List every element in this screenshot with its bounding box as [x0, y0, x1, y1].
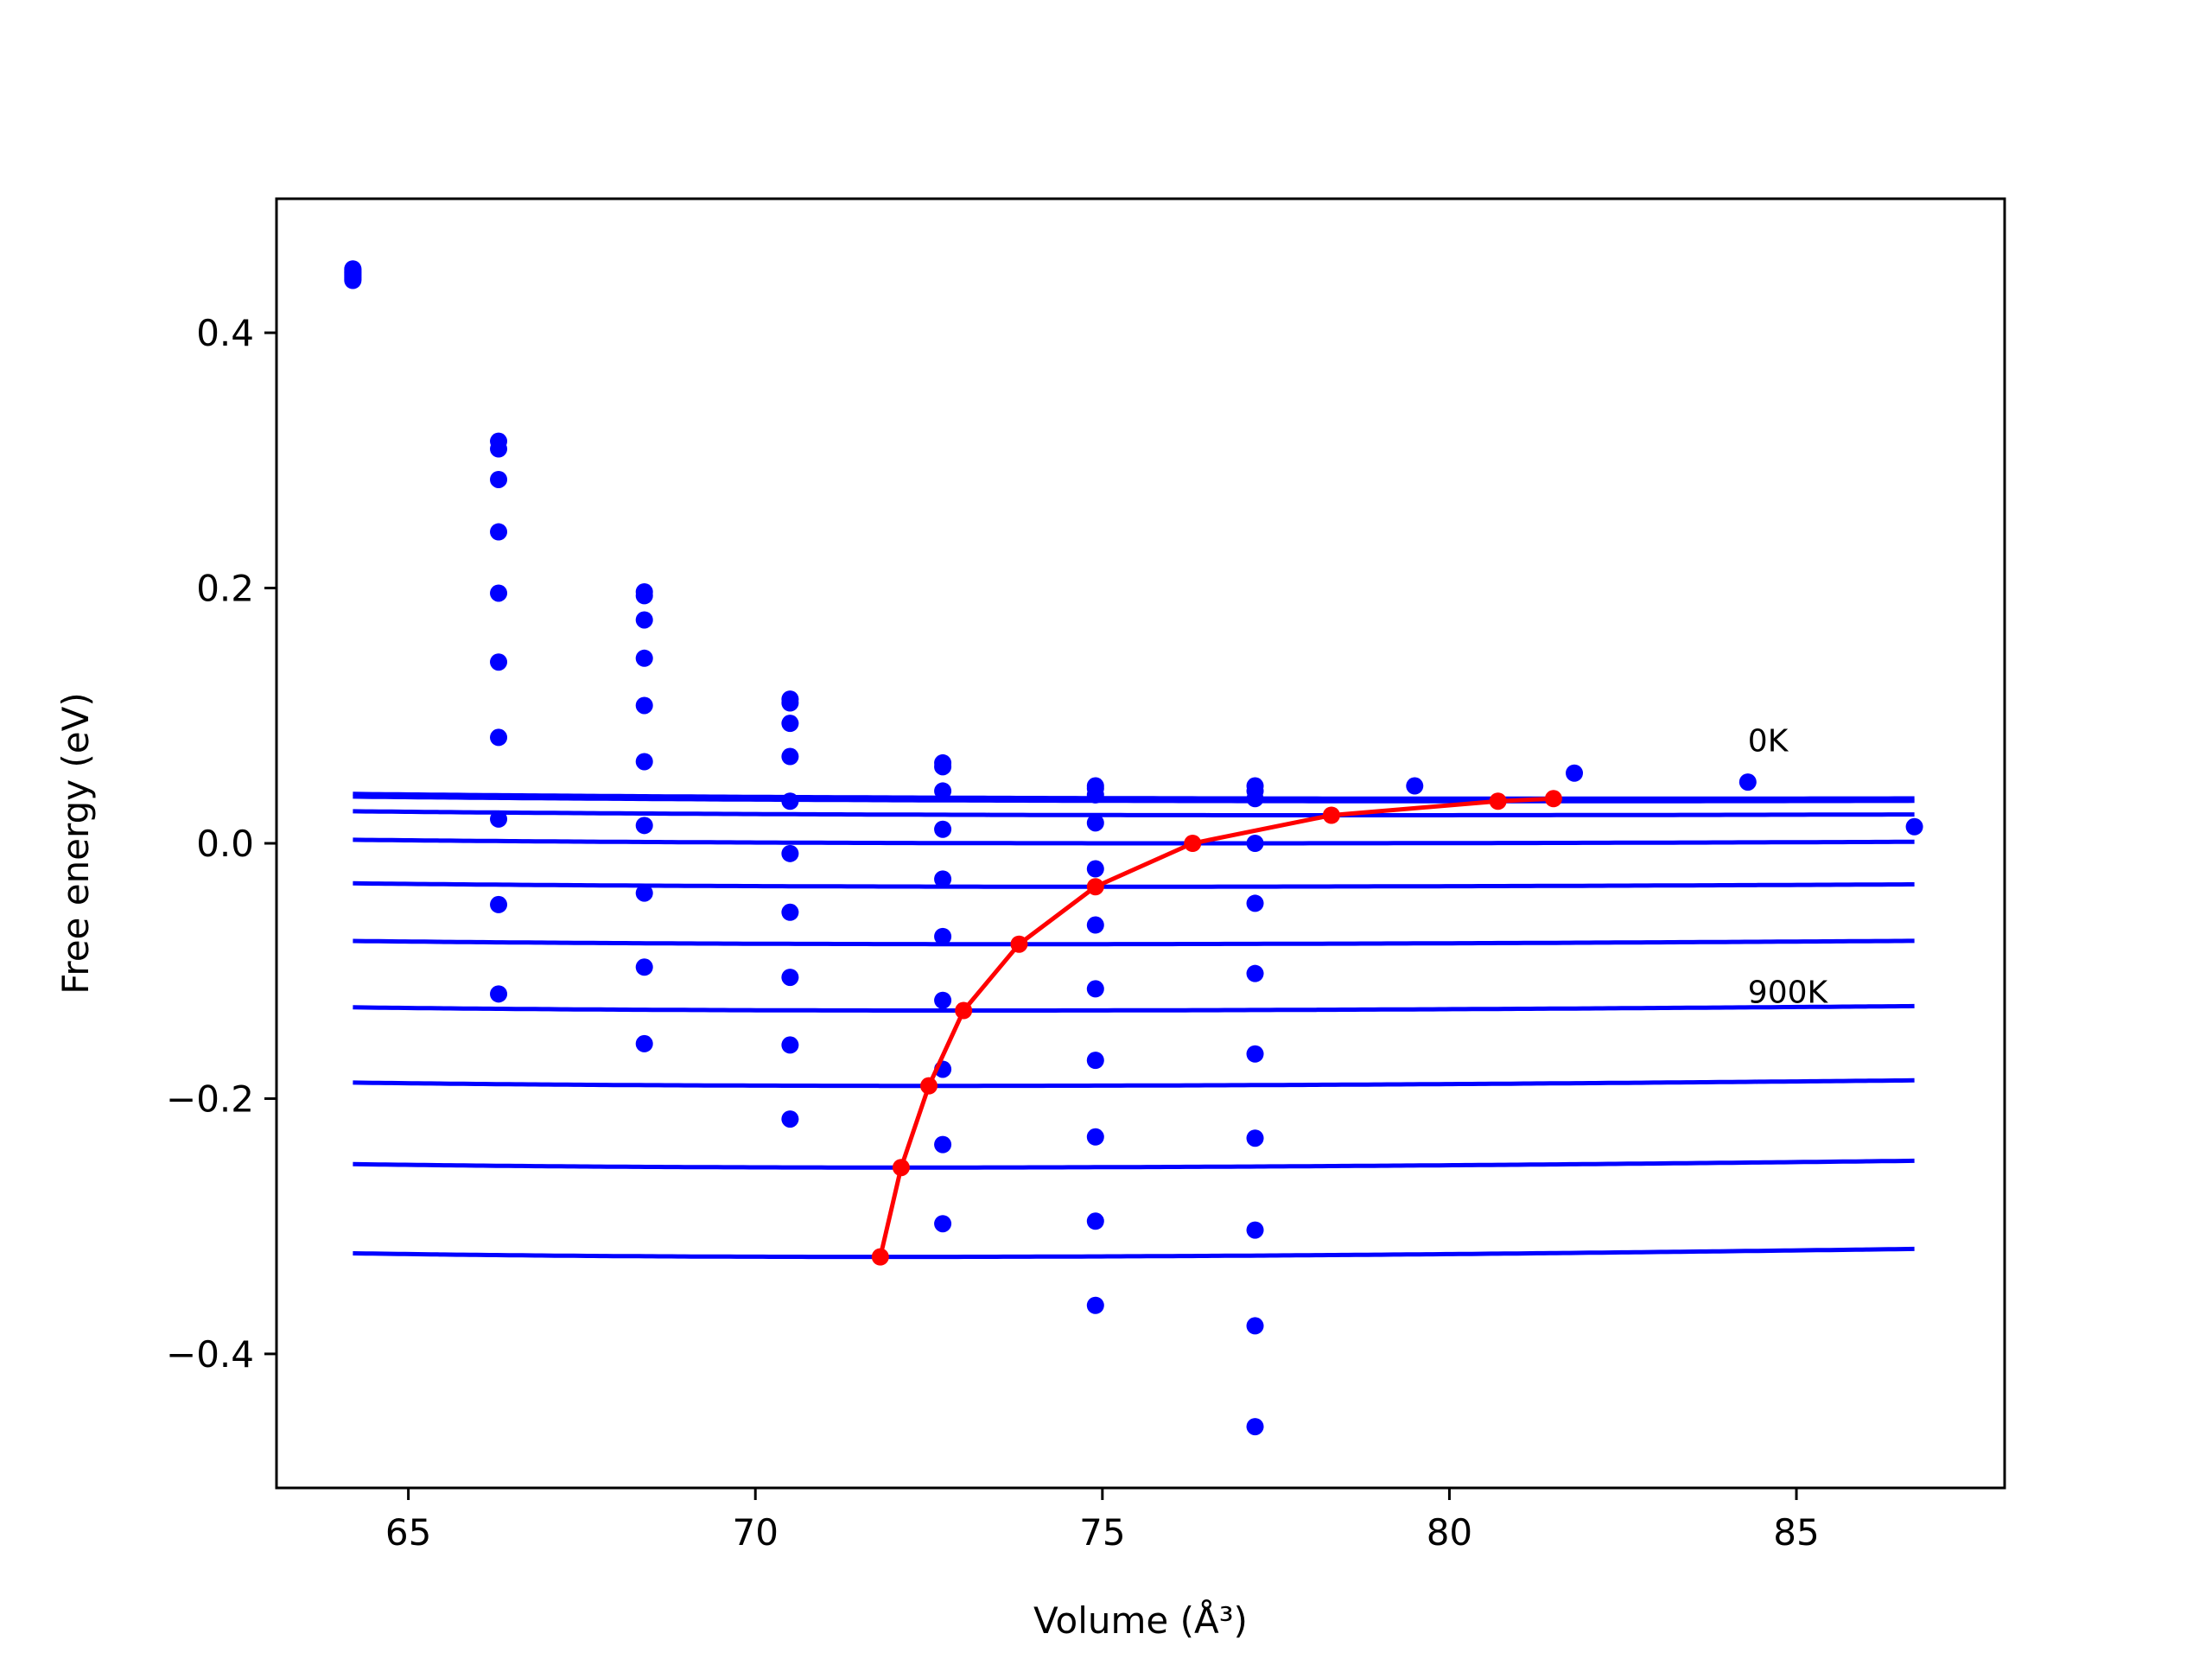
- data-point-s10-3: [635, 1034, 653, 1052]
- curve-annotation-1: 0K: [1748, 724, 1789, 760]
- plot-area: 0K 900K: [344, 260, 1923, 1436]
- fit-curve-1: [353, 791, 1915, 801]
- data-point-s9-7: [1246, 1221, 1264, 1239]
- minimum-point-6: [1086, 878, 1104, 896]
- y-tick-label: −0.4: [166, 1333, 254, 1376]
- minimum-point-10: [1544, 790, 1562, 808]
- data-point-s4-7: [1246, 835, 1264, 852]
- data-point-s6-2: [490, 653, 508, 671]
- data-point-s4-4: [781, 747, 799, 766]
- data-point-s5-2: [490, 584, 508, 602]
- data-point-s4-5: [934, 820, 952, 838]
- data-point-s5-4: [781, 792, 799, 810]
- data-point-s3-2: [490, 470, 508, 488]
- data-point-s9-2: [490, 895, 508, 913]
- data-point-s10-6: [1086, 1296, 1104, 1314]
- fit-curve-3: [353, 809, 1915, 817]
- data-point-s7-5: [934, 991, 952, 1009]
- fit-curve-5: [353, 880, 1915, 889]
- data-point-s7-7: [1246, 1045, 1264, 1063]
- data-point-s3-5: [934, 782, 952, 800]
- fit-curve-2: [353, 794, 1915, 804]
- data-point-s6-5: [934, 927, 952, 945]
- data-point-s1-10: [1738, 773, 1757, 791]
- data-point-s3-4: [781, 715, 799, 733]
- data-point-s3-7: [1246, 790, 1264, 808]
- data-point-s8-3: [635, 884, 653, 902]
- curve-annotation-2: 900K: [1748, 976, 1829, 1011]
- minimum-point-7: [1184, 835, 1202, 852]
- data-point-s10-7: [1246, 1317, 1264, 1335]
- fit-curve-7: [353, 1003, 1915, 1013]
- fit-curve-6: [353, 938, 1915, 947]
- data-point-s7-2: [490, 728, 508, 747]
- x-axis-label: Volume (Å³): [1033, 1599, 1248, 1642]
- y-tick-label: −0.2: [166, 1077, 254, 1120]
- data-point-s3-3: [635, 611, 653, 629]
- data-point-s1-8: [1406, 777, 1424, 795]
- x-tick-label: 80: [1427, 1511, 1472, 1554]
- fit-curve-10: [353, 1246, 1915, 1260]
- data-point-s2-2: [490, 440, 508, 458]
- data-point-s4-2: [490, 523, 508, 541]
- data-point-s9-4: [781, 1036, 799, 1054]
- data-point-s6-3: [635, 753, 653, 771]
- data-point-s2-3: [635, 587, 653, 605]
- data-point-s8-6: [1086, 1052, 1104, 1070]
- data-point-s1-11: [1905, 817, 1923, 836]
- minimum-point-3: [920, 1077, 938, 1095]
- data-point-s5-3: [635, 696, 653, 715]
- data-point-s7-3: [635, 817, 653, 835]
- data-point-s6-6: [1086, 916, 1104, 934]
- data-point-s5-5: [934, 870, 952, 888]
- minima-line: [878, 796, 1554, 1258]
- data-point-s2-4: [781, 694, 799, 712]
- fit-curve-4: [353, 837, 1915, 846]
- data-point-s4-3: [635, 649, 653, 667]
- data-point-s2-5: [934, 758, 952, 776]
- fit-curve-9: [353, 1158, 1915, 1170]
- data-point-s5-7: [1246, 894, 1264, 912]
- data-point-s1-9: [1566, 764, 1584, 782]
- data-point-s3-6: [1086, 785, 1104, 804]
- fit-curve-8: [353, 1077, 1915, 1089]
- data-point-s6-4: [781, 844, 799, 862]
- y-axis-label: Free energy (eV): [54, 692, 97, 995]
- data-point-s8-4: [781, 969, 799, 987]
- data-point-s10-4: [781, 1110, 799, 1128]
- minimum-point-4: [955, 1001, 973, 1020]
- minimum-point-8: [1322, 806, 1340, 824]
- data-point-s10-2: [490, 985, 508, 1003]
- minimum-point-5: [1010, 935, 1028, 953]
- y-tick-label: 0.0: [196, 823, 254, 865]
- data-point-extra-1: [1246, 1418, 1264, 1436]
- minimum-point-1: [871, 1248, 889, 1266]
- y-tick-label: 0.4: [196, 312, 254, 354]
- data-point-s9-5: [934, 1135, 952, 1154]
- data-point-s8-7: [1246, 1129, 1264, 1147]
- data-point-s4-6: [1086, 814, 1104, 832]
- data-point-s10-1: [344, 271, 362, 289]
- axis-ticks: 65 70 75 80 85 −0.4 −0.2 0.0 0.2 0.4: [166, 312, 1820, 1554]
- data-point-s7-4: [781, 903, 799, 921]
- x-tick-label: 85: [1773, 1511, 1819, 1554]
- data-point-s5-6: [1086, 860, 1104, 878]
- data-point-s9-3: [635, 958, 653, 976]
- data-point-s9-6: [1086, 1128, 1104, 1146]
- y-tick-label: 0.2: [196, 568, 254, 610]
- minimum-point-2: [892, 1159, 910, 1177]
- data-point-s10-5: [934, 1215, 952, 1233]
- minimum-point-9: [1489, 792, 1507, 810]
- data-point-s8-2: [490, 810, 508, 828]
- x-tick-label: 75: [1079, 1511, 1125, 1554]
- data-point-extra-2: [1086, 1212, 1104, 1230]
- x-tick-label: 70: [732, 1511, 778, 1554]
- x-tick-label: 65: [385, 1511, 431, 1554]
- data-point-s7-6: [1086, 980, 1104, 998]
- data-point-s6-7: [1246, 964, 1264, 982]
